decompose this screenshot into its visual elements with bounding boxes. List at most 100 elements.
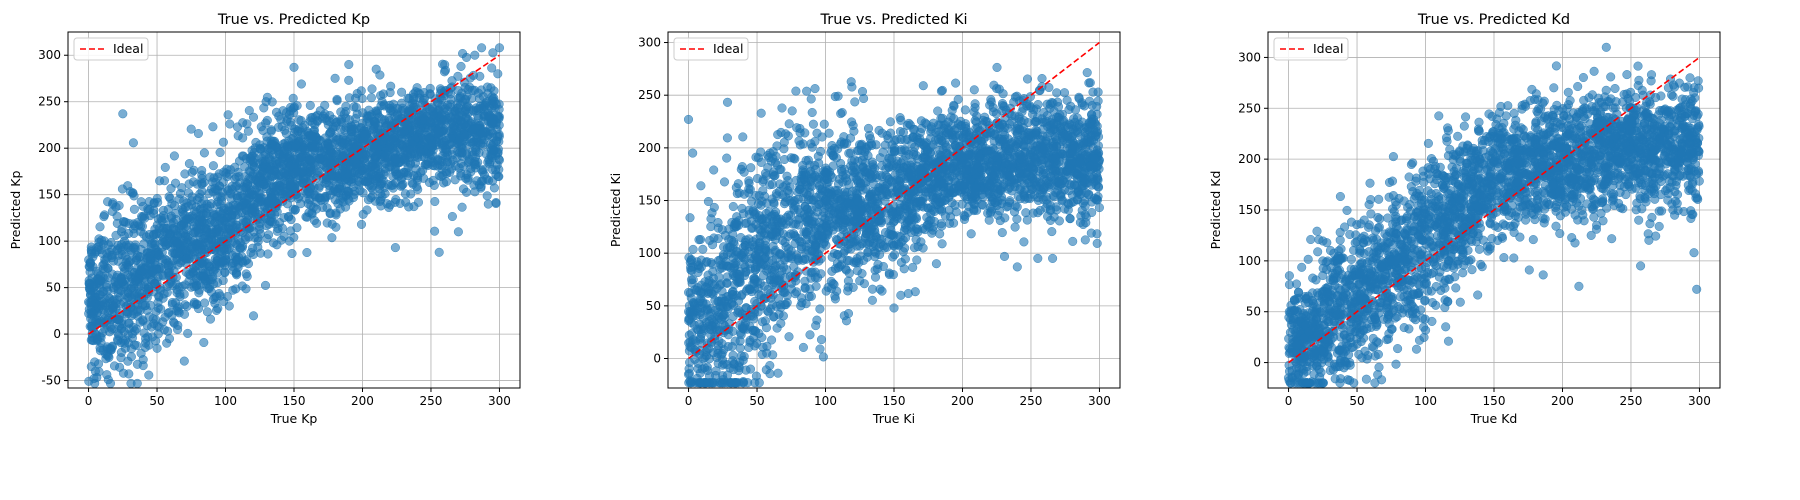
scatter-point-outlier: [494, 43, 505, 53]
scatter-point: [100, 324, 110, 334]
scatter-point: [400, 155, 410, 165]
scatter-point: [115, 243, 125, 253]
scatter-point: [151, 307, 161, 317]
scatter-point: [390, 119, 400, 129]
scatter-point: [419, 173, 429, 183]
scatter-point: [248, 311, 259, 321]
scatter-point: [230, 182, 240, 192]
scatter-point: [330, 73, 340, 83]
scatter-point: [84, 376, 94, 386]
scatter-point: [797, 298, 807, 308]
scatter-point: [247, 207, 257, 217]
scatter-point: [478, 128, 488, 138]
scatter-point: [467, 150, 478, 160]
scatter-point: [118, 368, 129, 378]
scatter-point: [354, 169, 364, 179]
scatter-point: [99, 300, 109, 310]
scatter-point: [382, 121, 392, 131]
scatter-point: [863, 123, 874, 133]
scatter-point: [833, 91, 843, 101]
scatter-point: [455, 100, 465, 110]
scatter-point: [305, 100, 315, 110]
scatter-point: [363, 134, 373, 144]
scatter-point: [447, 211, 457, 222]
scatter-point: [197, 174, 207, 184]
scatter-point: [230, 206, 240, 216]
scatter-point: [267, 97, 277, 107]
scatter-point: [294, 136, 304, 146]
scatter-point: [379, 101, 389, 111]
scatter-point: [196, 204, 206, 214]
scatter-point: [180, 169, 190, 179]
scatter-point: [327, 219, 337, 229]
scatter-point: [287, 248, 297, 259]
scatter-point: [296, 152, 306, 163]
scatter-point: [430, 161, 440, 171]
scatter-point: [453, 86, 463, 96]
scatter-point: [446, 133, 456, 143]
x-tick-label: 100: [214, 394, 237, 408]
scatter-point: [192, 195, 202, 205]
scatter-point: [396, 181, 406, 191]
scatter-point: [123, 181, 133, 191]
scatter-point: [782, 171, 792, 181]
scatter-point: [248, 243, 258, 253]
scatter-point: [242, 119, 252, 129]
scatter-point: [84, 309, 94, 319]
legend-ideal-label: Ideal: [113, 41, 143, 56]
scatter-point: [328, 181, 338, 191]
scatter-point: [367, 84, 377, 94]
x-tick-label: 200: [351, 394, 374, 408]
scatter-point-outlier: [477, 43, 487, 53]
scatter-point: [798, 342, 808, 352]
scatter-point: [131, 253, 141, 263]
scatter-point: [458, 161, 468, 171]
scatter-point: [409, 171, 419, 181]
scatter-point: [132, 340, 142, 351]
scatter-point: [127, 311, 137, 321]
scatter-point: [290, 205, 300, 215]
scatter-point: [214, 288, 224, 299]
scatter-point: [450, 175, 460, 185]
scatter-point: [376, 189, 386, 199]
scatter-point: [204, 188, 214, 199]
chart-panel-ki: 0 50 100 150 200 250 300 0 50 100 150 200 250 300 True…: [600, 0, 1200, 500]
y-tick-label: 0: [53, 327, 61, 341]
scatter-point: [195, 224, 205, 234]
scatter-point: [93, 245, 103, 255]
scatter-point: [850, 97, 860, 107]
scatter-point: [717, 360, 728, 370]
scatter-point: [129, 204, 139, 214]
scatter-point-outlier: [390, 243, 400, 253]
scatter-point: [199, 337, 209, 348]
scatter-point: [816, 335, 827, 345]
scatter-point: [405, 145, 415, 155]
scatter-point: [223, 110, 233, 120]
scatter-point: [85, 259, 96, 269]
x-tick-label: 300: [488, 394, 511, 408]
scatter-point: [446, 94, 456, 105]
scatter-point: [284, 152, 294, 162]
scatter-point: [290, 124, 300, 134]
scatter-point: [311, 204, 322, 214]
scatter-point: [314, 166, 324, 176]
scatter-point: [126, 352, 136, 362]
scatter-chart-ki: 0 50 100 150 200 250 300050100150200250300True…: [608, 12, 1121, 426]
scatter-point: [133, 305, 143, 315]
scatter-point: [199, 271, 209, 281]
scatter-point: [344, 93, 354, 103]
scatter-point: [418, 109, 428, 119]
scatter-point: [131, 276, 141, 286]
scatter-point: [172, 247, 183, 258]
scatter-point: [111, 230, 121, 240]
scatter-point: [494, 171, 504, 182]
scatter-point: [92, 334, 102, 344]
scatter-point: [129, 219, 139, 229]
scatter-point: [397, 172, 407, 183]
scatter-point: [139, 273, 149, 283]
scatter-point: [261, 213, 271, 223]
scatter-point: [189, 297, 199, 308]
scatter-point: [448, 123, 458, 133]
scatter-point: [150, 224, 160, 234]
scatter-point: [272, 226, 282, 236]
